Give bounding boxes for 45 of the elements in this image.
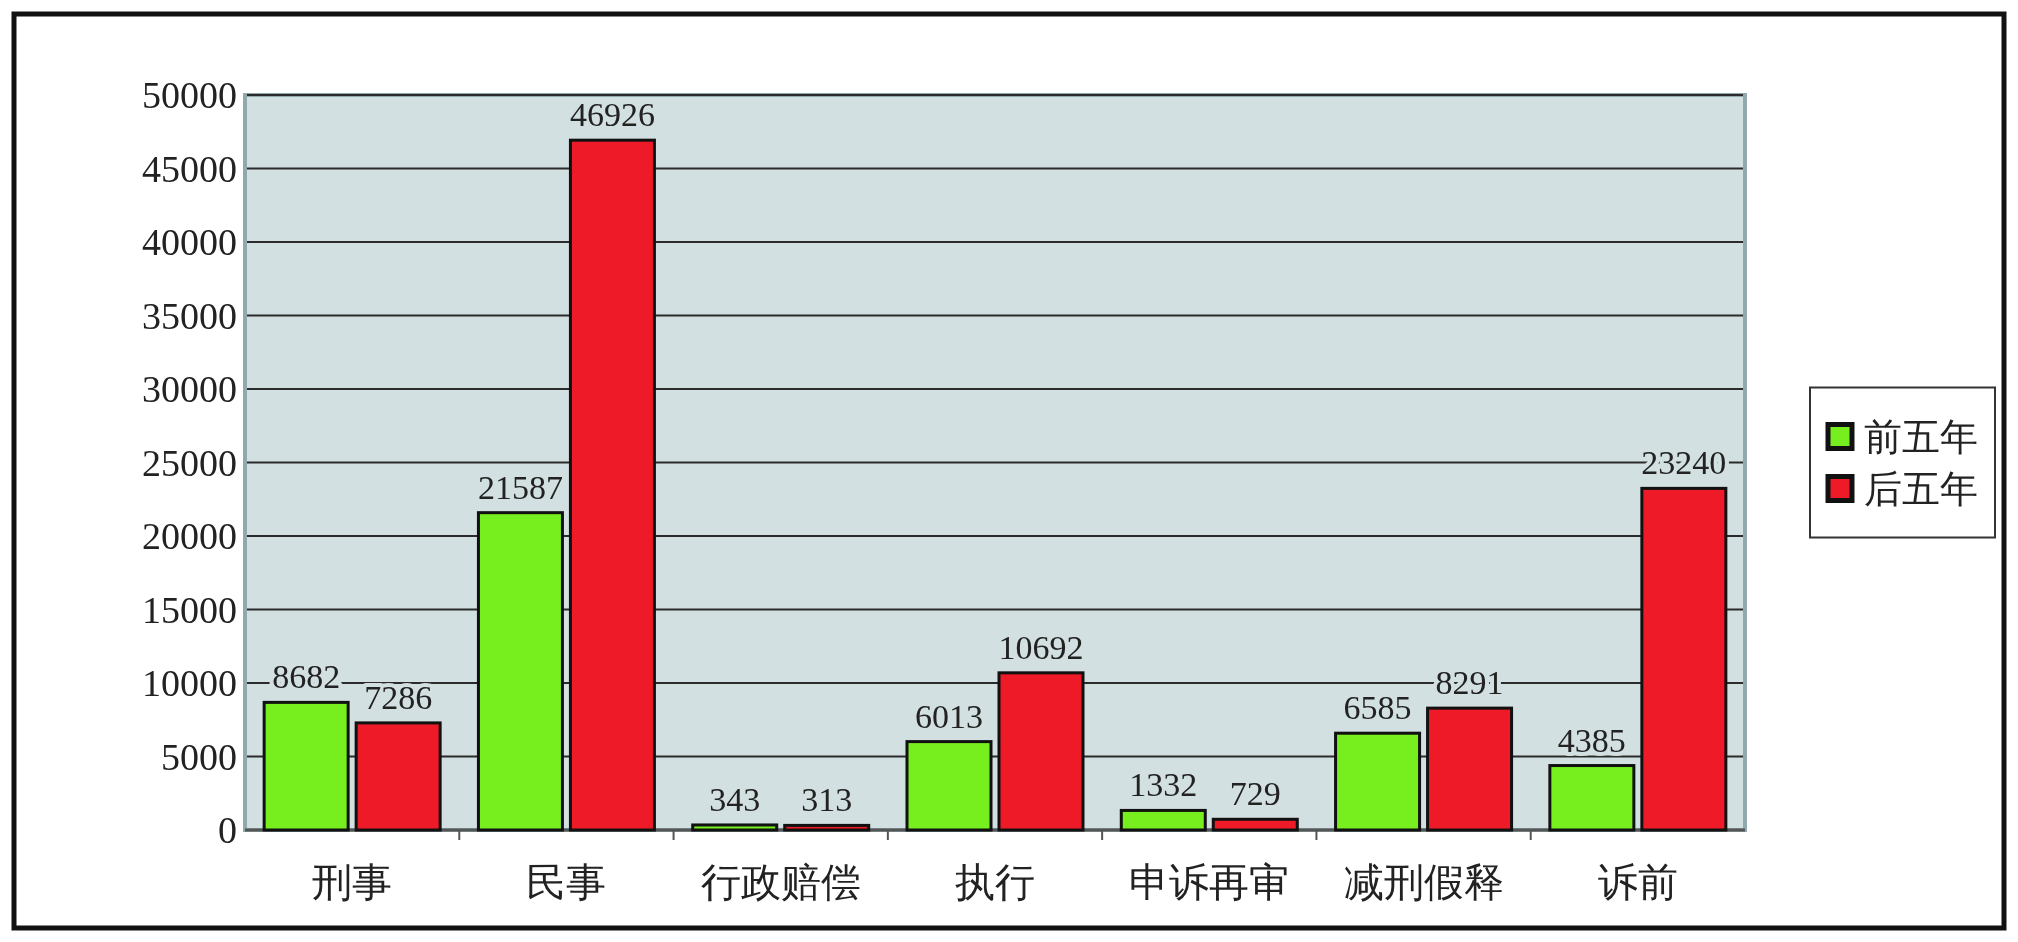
bar <box>262 700 350 832</box>
x-tick-label: 民事 <box>526 859 607 905</box>
bar <box>1640 486 1728 832</box>
data-label: 313 <box>801 781 853 819</box>
data-label: 21587 <box>477 468 563 506</box>
x-tick-label: 执行 <box>955 859 1035 905</box>
data-label: 343 <box>709 780 761 818</box>
y-tick-label: 0 <box>218 809 237 851</box>
data-label: 10692 <box>998 628 1084 666</box>
bar <box>1334 731 1422 832</box>
data-label: 6585 <box>1343 689 1412 727</box>
x-tick-label: 减刑假释 <box>1343 859 1504 905</box>
y-tick-label: 20000 <box>142 515 237 557</box>
y-tick-label: 25000 <box>142 441 237 484</box>
data-label: 6013 <box>915 697 983 735</box>
data-label: 729 <box>1229 775 1281 813</box>
data-label: 1332 <box>1129 766 1198 804</box>
x-tick-label: 刑事 <box>312 859 393 905</box>
x-tick-label: 行政赔偿 <box>700 859 861 905</box>
bar <box>691 823 779 832</box>
x-tick-label: 申诉再审 <box>1129 859 1290 905</box>
bar <box>1211 817 1299 832</box>
bar <box>1548 764 1636 832</box>
y-tick-label: 35000 <box>142 294 237 337</box>
bar <box>1119 808 1207 832</box>
y-tick-label: 40000 <box>142 221 237 263</box>
y-tick-label: 30000 <box>142 368 237 410</box>
bar <box>905 740 993 832</box>
bar <box>354 721 442 832</box>
data-label: 7286 <box>364 678 433 716</box>
legend-label: 后五年 <box>1864 467 1978 510</box>
y-tick-label: 15000 <box>142 588 237 631</box>
bar <box>476 511 564 832</box>
y-tick-label: 10000 <box>142 662 237 704</box>
bar <box>1426 706 1514 832</box>
data-label: 46926 <box>569 96 655 134</box>
bar <box>783 823 871 832</box>
y-tick-label: 5000 <box>161 735 237 778</box>
y-tick-label: 45000 <box>142 147 237 190</box>
bar <box>997 671 1085 832</box>
bar <box>568 138 656 832</box>
data-label: 4385 <box>1557 721 1626 759</box>
y-tick-label: 50000 <box>142 74 237 116</box>
x-tick-label: 诉前 <box>1597 859 1678 905</box>
legend-label: 前五年 <box>1864 415 1978 458</box>
